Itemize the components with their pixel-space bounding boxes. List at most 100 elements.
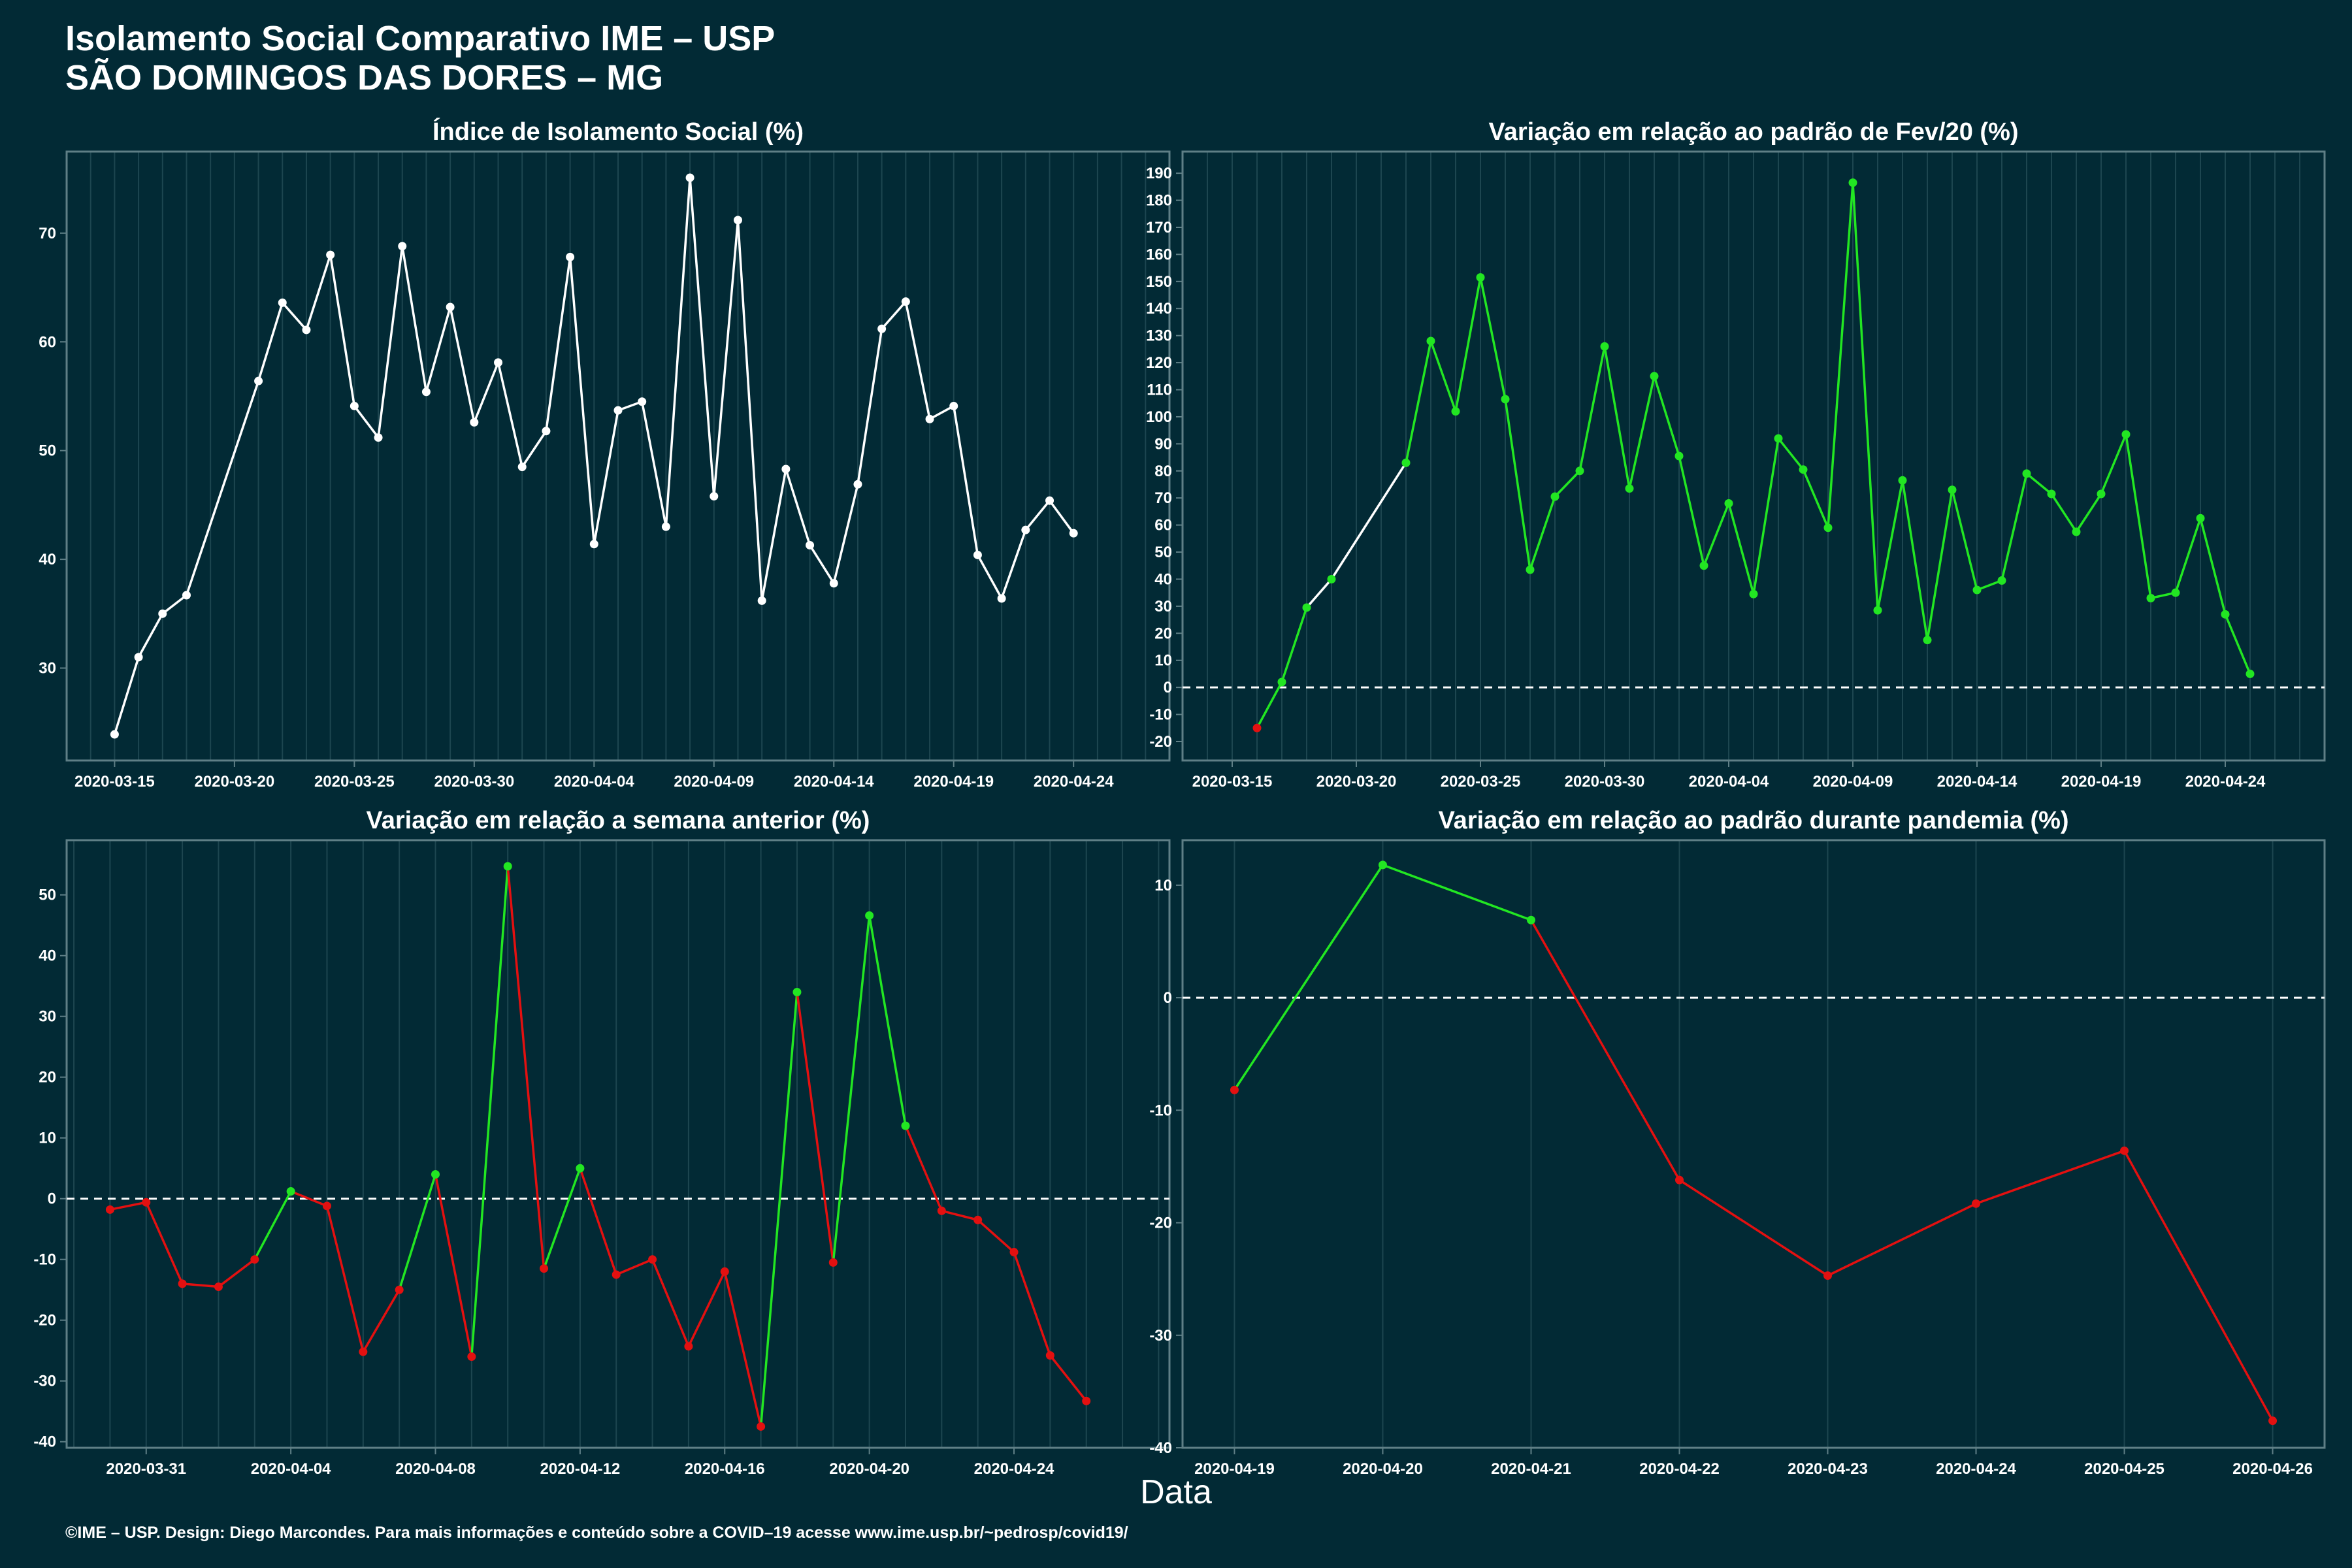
p2-data-point bbox=[1823, 523, 1833, 532]
p1-data-point bbox=[829, 579, 838, 588]
p1-data-point bbox=[421, 387, 431, 397]
p3-data-point bbox=[757, 1422, 766, 1431]
p2-data-point bbox=[1923, 636, 1932, 645]
p3-data-point bbox=[178, 1279, 187, 1288]
p1-series-segment bbox=[617, 400, 644, 412]
p3-ytick-label: -10 bbox=[33, 1251, 56, 1269]
p2-series-segment bbox=[1479, 276, 1507, 400]
p2-series-segment bbox=[1504, 398, 1531, 571]
p2-data-point bbox=[1799, 465, 1808, 474]
p2-ytick-label: 20 bbox=[1154, 625, 1172, 642]
p1-data-point bbox=[973, 550, 982, 559]
p2-title: Variação em relação ao padrão de Fev/20 … bbox=[1488, 118, 2018, 146]
p4-xtick-label: 2020-04-19 bbox=[1194, 1460, 1275, 1478]
p2-data-point bbox=[2097, 489, 2106, 498]
p3-ytick-label: 50 bbox=[39, 887, 56, 904]
p4-ytick-label: -20 bbox=[1149, 1215, 1172, 1232]
p4-xtick-label: 2020-04-22 bbox=[1639, 1460, 1720, 1478]
p2-series-segment bbox=[1529, 495, 1556, 571]
p1-data-point bbox=[781, 465, 791, 474]
p1-xtick-label: 2020-03-15 bbox=[74, 773, 155, 791]
footer-credit: ©IME – USP. Design: Diego Marcondes. Par… bbox=[65, 1524, 1128, 1542]
p2-data-point bbox=[1277, 678, 1286, 687]
p1-panel-border bbox=[65, 150, 1171, 762]
p3-series-segment bbox=[470, 865, 509, 1358]
p1-data-point bbox=[374, 433, 383, 442]
p1-data-point bbox=[925, 414, 934, 423]
p3-series-segment bbox=[759, 990, 798, 1428]
p3-series-segment bbox=[325, 1205, 365, 1353]
p2-series-segment bbox=[1852, 181, 1879, 612]
p3-series-segment bbox=[868, 914, 907, 1127]
p1-ytick-label: 30 bbox=[39, 660, 56, 678]
p1-xtick-label: 2020-04-04 bbox=[554, 773, 634, 791]
p2-series-segment bbox=[1976, 579, 2003, 591]
p2-series-segment bbox=[2075, 493, 2102, 533]
p2-data-point bbox=[1774, 434, 1783, 443]
p3-series-segment bbox=[434, 1173, 473, 1358]
p2-data-point bbox=[2221, 610, 2230, 619]
p2-ytick-label: 90 bbox=[1154, 435, 1172, 453]
p1-data-point bbox=[638, 397, 647, 406]
p3-data-point bbox=[1082, 1396, 1091, 1405]
p1-series-segment bbox=[880, 300, 907, 331]
p1-series-segment bbox=[400, 245, 428, 393]
p4-ytick-label: 10 bbox=[1154, 877, 1172, 894]
p2-data-point bbox=[1972, 585, 1982, 595]
p3-data-point bbox=[720, 1267, 729, 1276]
p4-series-segment bbox=[2123, 1149, 2274, 1422]
p4-data-point bbox=[2120, 1146, 2129, 1155]
p3-series-segment bbox=[687, 1270, 727, 1348]
chart-title-line2: SÃO DOMINGOS DAS DORES – MG bbox=[65, 58, 664, 97]
p1-data-point bbox=[949, 401, 958, 410]
p3-xtick-label: 2020-04-16 bbox=[685, 1460, 765, 1478]
p1-series-segment bbox=[664, 176, 691, 528]
p1-series-segment bbox=[736, 219, 763, 602]
p3-series-segment bbox=[796, 990, 835, 1264]
p4-xtick-label: 2020-04-23 bbox=[1788, 1460, 1868, 1478]
p1-xtick-label: 2020-04-19 bbox=[913, 773, 994, 791]
p1-ytick-label: 40 bbox=[39, 551, 56, 568]
p2-data-point bbox=[2146, 593, 2155, 602]
p3-series-segment bbox=[542, 1167, 581, 1270]
p3-series-segment bbox=[362, 1288, 400, 1353]
p2-xtick-label: 2020-04-09 bbox=[1813, 773, 1893, 791]
p2-data-point bbox=[1898, 476, 1907, 485]
p3-data-point bbox=[648, 1255, 657, 1264]
p1-series-segment bbox=[449, 306, 476, 424]
p1-series-segment bbox=[377, 245, 404, 439]
p1-data-point bbox=[661, 522, 670, 531]
p1-data-point bbox=[853, 480, 862, 489]
p2-ytick-label: 0 bbox=[1164, 679, 1172, 696]
p1-series-segment bbox=[928, 404, 955, 421]
p2-data-point bbox=[1575, 466, 1584, 476]
p2-data-point bbox=[2072, 527, 2081, 536]
chart-title-line1: Isolamento Social Comparativo IME – USP bbox=[65, 19, 776, 58]
p3-data-point bbox=[901, 1121, 910, 1130]
p4-series-segment bbox=[1381, 864, 1533, 922]
p2-data-point bbox=[1550, 492, 1560, 501]
p3-series-segment bbox=[108, 1201, 148, 1211]
p4-data-point bbox=[1526, 915, 1535, 924]
p2-series-segment bbox=[1405, 340, 1432, 465]
p1-data-point bbox=[517, 463, 527, 472]
p2-ytick-label: 150 bbox=[1146, 273, 1172, 291]
p3-data-point bbox=[576, 1164, 585, 1173]
p3-data-point bbox=[395, 1285, 404, 1294]
p2-xtick-label: 2020-04-04 bbox=[1689, 773, 1769, 791]
p3-series-segment bbox=[506, 865, 546, 1270]
p2-ytick-label: 10 bbox=[1154, 652, 1172, 670]
p2-ytick-label: 80 bbox=[1154, 463, 1172, 480]
p2-ytick-label: 190 bbox=[1146, 165, 1172, 182]
p2-data-point bbox=[1650, 372, 1659, 381]
p4-title: Variação em relação ao padrão durante pa… bbox=[1438, 807, 2068, 834]
p1-series-segment bbox=[952, 404, 979, 557]
p2-series-segment bbox=[1330, 461, 1407, 581]
p2-series-segment bbox=[1281, 606, 1308, 683]
p1-ytick-label: 70 bbox=[39, 225, 56, 242]
p2-data-point bbox=[1848, 178, 1857, 188]
p2-data-point bbox=[1252, 723, 1262, 732]
p2-data-point bbox=[2196, 514, 2205, 523]
p3-series-segment bbox=[1013, 1250, 1052, 1357]
